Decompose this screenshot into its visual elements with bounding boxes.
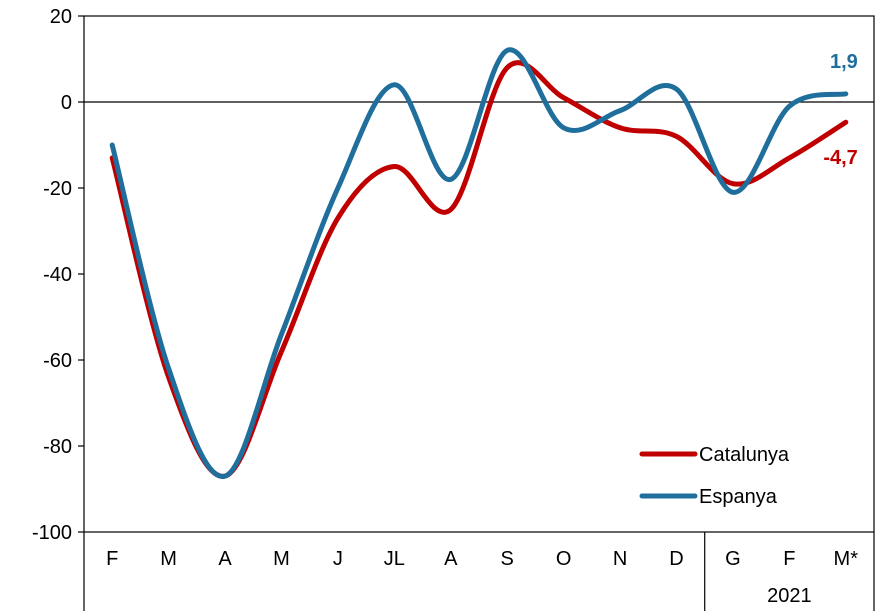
x-category-label: S bbox=[501, 548, 514, 570]
y-tick-label: -40 bbox=[43, 264, 72, 286]
x-category-label: A bbox=[218, 548, 232, 570]
x-category-label: JL bbox=[384, 548, 405, 570]
chart-axes bbox=[83, 15, 875, 611]
series-line-espanya bbox=[109, 47, 849, 479]
legend-label-catalunya: Catalunya bbox=[699, 444, 790, 466]
series-lines bbox=[109, 47, 849, 479]
y-axis-ticks: 20 0 -20 -40 -60 -80 -100 bbox=[32, 6, 84, 544]
end-label-catalunya: -4,7 bbox=[823, 147, 857, 169]
x-category-label: M bbox=[160, 548, 177, 570]
x-category-label: A bbox=[444, 548, 458, 570]
x-category-label: J bbox=[333, 548, 343, 570]
x-category-label: O bbox=[556, 548, 572, 570]
x-category-label: N bbox=[613, 548, 627, 570]
x-category-label: F bbox=[106, 548, 118, 570]
x-category-label: M* bbox=[834, 548, 859, 570]
series-line-catalunya bbox=[109, 60, 849, 479]
x-category-label: F bbox=[783, 548, 795, 570]
y-tick-label: -80 bbox=[43, 436, 72, 458]
y-tick-label: 0 bbox=[61, 92, 72, 114]
end-labels: -4,7 1,9 bbox=[823, 51, 857, 169]
x-category-label: G bbox=[725, 548, 741, 570]
x-category-label: M bbox=[273, 548, 290, 570]
legend: Catalunya Espanya bbox=[639, 444, 790, 508]
y-tick-label: -60 bbox=[43, 350, 72, 372]
y-tick-label: -20 bbox=[43, 178, 72, 200]
x-category-label: D bbox=[669, 548, 683, 570]
end-label-espanya: 1,9 bbox=[830, 51, 858, 73]
x-axis-categories: F M A M J JL A S O N D G F M* 2021 bbox=[106, 548, 858, 607]
year-group-label: 2021 bbox=[767, 585, 812, 607]
y-tick-label: 20 bbox=[50, 6, 72, 28]
legend-label-espanya: Espanya bbox=[699, 486, 778, 508]
y-tick-label: -100 bbox=[32, 522, 72, 544]
